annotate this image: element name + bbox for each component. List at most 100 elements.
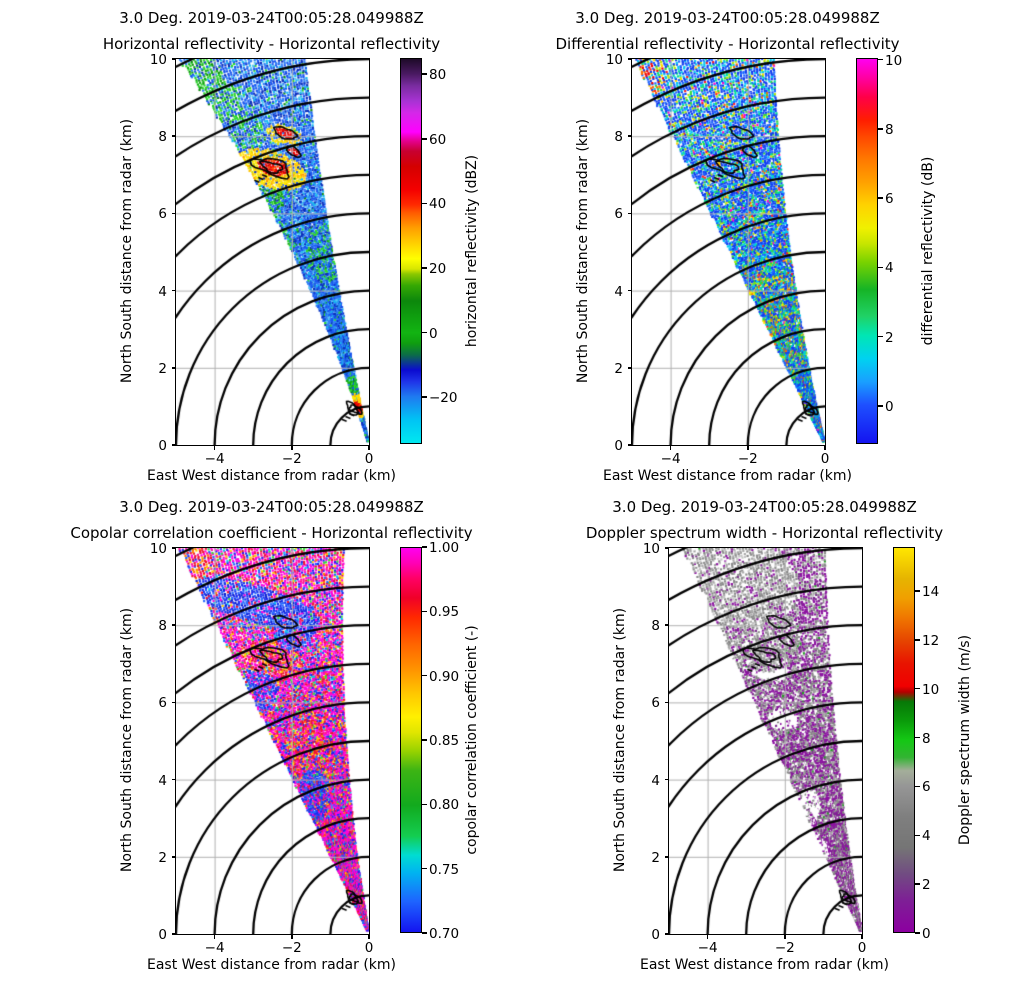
colorbar-label: copolar correlation coefficient (-) [464,625,480,855]
y-tick-label: 8 [614,129,623,146]
y-axis-label: North South distance from radar (km) [612,607,628,873]
radar-wedge-canvas [176,59,369,445]
y-tick-mark [171,367,176,369]
x-tick-label: −2 [737,451,758,467]
y-tick-label: 2 [158,360,167,377]
colorbar-tick-label: 80 [429,67,447,84]
x-tick-label: −2 [281,940,302,956]
y-tick-mark [664,933,669,935]
colorbar-tick-label: 0.95 [429,604,460,621]
y-tick-mark [627,367,632,369]
colorbar-tick-mark [915,785,920,788]
colorbar-tick-mark [422,396,427,398]
x-axis-label: East West distance from radar (km) [602,468,853,484]
y-tick-label: 0 [614,438,623,454]
colorbar-tick-label: 10 [922,681,940,698]
y-tick-mark [171,212,176,215]
y-tick-label: 10 [149,52,167,68]
y-tick-mark [664,856,669,858]
y-tick-label: 4 [651,772,660,789]
x-axis-label: East West distance from radar (km) [639,957,890,973]
colorbar-tick-label: 40 [429,196,447,213]
plot-area: −4 −2 0 0 2 4 6 8 10 [643,541,866,956]
colorbar: horizontal reflectivity (dBZ) −20 0 20 40 60… [400,58,480,444]
y-tick-label: 4 [158,283,167,300]
colorbar-tick-mark [878,58,883,61]
colorbar-tick-mark [878,197,883,199]
y-tick-mark [171,135,176,137]
x-tick-mark [784,934,786,939]
colorbar-gradient [856,58,878,444]
colorbar-tick-mark [915,736,920,739]
y-tick-label: 10 [605,52,623,68]
colorbar-gradient [400,547,422,933]
y-tick-mark [664,624,669,626]
colorbar: differential reflectivity (dB) 0 2 4 6 8 10 [856,53,936,444]
colorbar-tick-label: 1.00 [429,540,460,556]
y-tick-label: 0 [158,927,167,943]
radar-wedge-canvas [632,59,825,445]
y-tick-label: 6 [158,206,167,223]
radar-wedge-canvas [669,548,862,934]
y-tick-mark [171,444,176,446]
colorbar-tick-mark [422,73,427,75]
x-tick-mark [213,934,216,939]
y-tick-label: 4 [614,283,623,300]
colorbar-tick-label: 0.70 [429,926,460,942]
colorbar-tick-mark [422,739,427,741]
colorbar-tick-label: 4 [885,260,894,277]
colorbar-tick-label: 60 [429,131,447,148]
colorbar-gradient [893,547,915,933]
x-tick-label: 0 [857,940,867,956]
colorbar-tick-mark [422,138,427,140]
panel-title: 3.0 Deg. 2019-03-24T00:05:28.049988Z Hor… [103,5,440,57]
colorbar-tick-mark [878,335,883,338]
y-tick-label: 8 [651,618,660,635]
y-tick-mark [664,547,669,549]
panel-title: 3.0 Deg. 2019-03-24T00:05:28.049988Z Cop… [70,494,472,546]
y-tick-mark [171,778,176,781]
y-tick-mark [171,856,176,858]
y-tick-mark [627,289,632,292]
x-tick-mark [861,934,863,939]
y-tick-mark [664,701,669,704]
plot-area: −4 −2 0 0 2 4 6 8 10 [150,541,373,956]
y-tick-label: 2 [158,849,167,866]
x-axis-label: East West distance from radar (km) [146,957,397,973]
colorbar: copolar correlation coefficient (-) 0.70… [400,540,480,942]
title-line-1: 3.0 Deg. 2019-03-24T00:05:28.049988Z [119,9,424,27]
y-tick-label: 10 [642,541,660,557]
x-tick-mark [291,445,293,450]
panel-differential-reflectivity: 3.0 Deg. 2019-03-24T00:05:28.049988Z Dif… [555,9,936,484]
colorbar-tick-label: 14 [922,583,940,600]
title-line-2: Differential reflectivity - Horizontal r… [555,35,900,53]
panel-copolar-correlation: 3.0 Deg. 2019-03-24T00:05:28.049988Z Cop… [70,498,480,973]
y-tick-label: 10 [149,541,167,557]
colorbar-tick-mark [422,867,427,870]
x-tick-label: −4 [697,940,718,956]
colorbar-label: horizontal reflectivity (dBZ) [464,154,480,348]
colorbar-gradient [400,58,422,444]
y-axis-label: North South distance from radar (km) [575,118,591,384]
x-tick-mark [291,934,293,939]
colorbar-tick-mark [878,266,883,269]
panel-title: 3.0 Deg. 2019-03-24T00:05:28.049988Z Dop… [586,494,943,546]
colorbar: Doppler spectrum width (m/s) 0 2 4 6 8 10 12 14 [893,547,973,942]
y-axis-label: North South distance from radar (km) [119,607,135,873]
colorbar-tick-label: 4 [922,828,931,845]
x-tick-mark [368,445,370,450]
plot-area: −4 −2 0 0 2 4 6 8 10 [606,52,829,467]
colorbar-tick-mark [915,834,920,837]
colorbar-tick-label: −20 [429,390,458,407]
y-tick-mark [171,58,176,60]
colorbar-tick-label: 0.80 [429,797,460,814]
x-tick-label: −4 [660,451,681,467]
colorbar-tick-label: 0 [429,325,438,342]
y-tick-label: 6 [614,206,623,223]
colorbar-tick-mark [422,202,427,205]
plot-area: −4 −2 0 0 2 4 6 8 10 [150,52,373,467]
y-tick-label: 0 [158,438,167,454]
colorbar-tick-label: 12 [922,632,940,649]
x-tick-mark [824,445,826,450]
